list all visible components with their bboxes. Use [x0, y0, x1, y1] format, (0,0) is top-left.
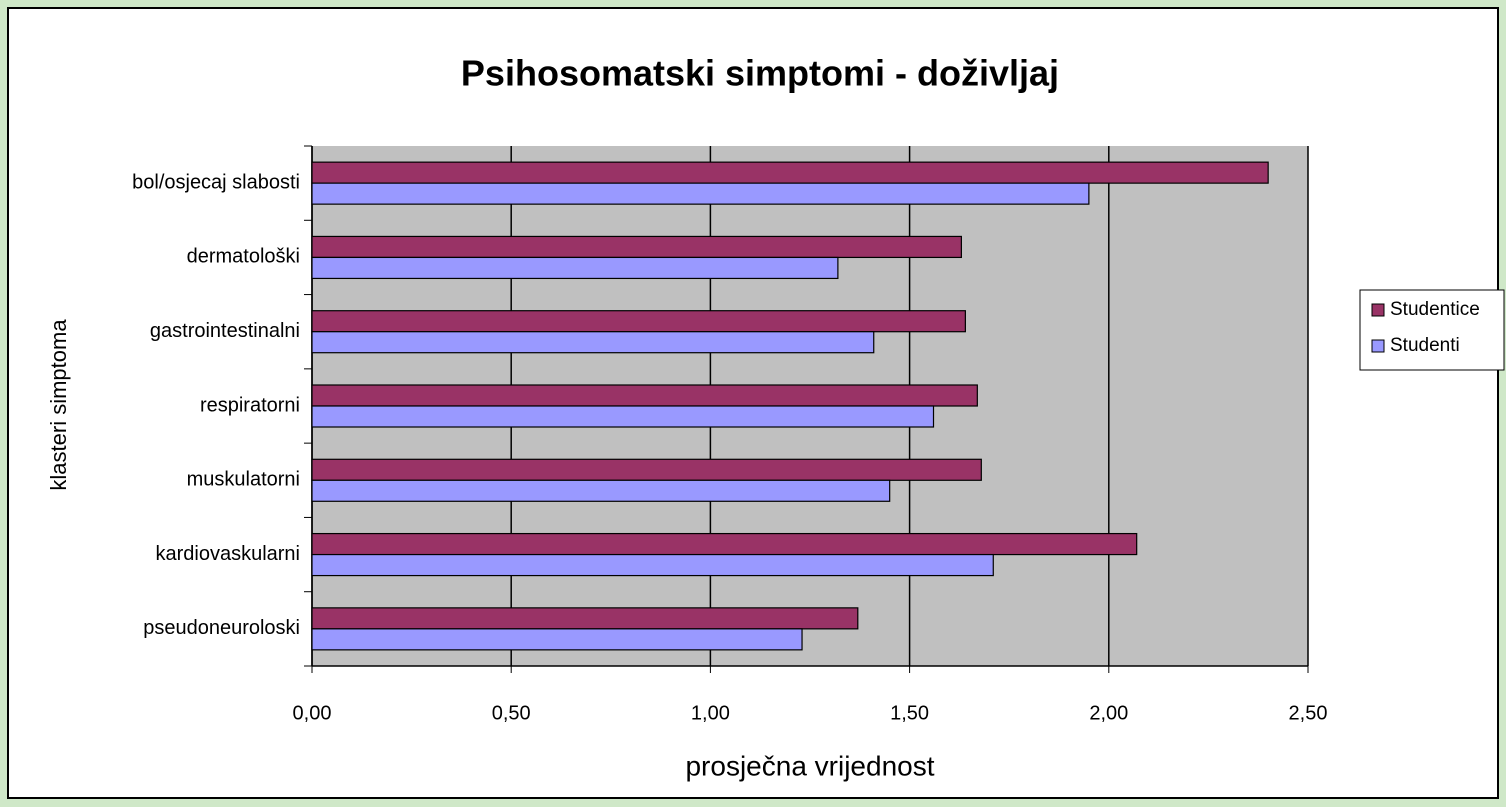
x-tick-label: 1,00 [691, 702, 730, 724]
bar [311, 310, 966, 333]
bar [311, 628, 803, 651]
y-tick-label: respiratorni [200, 394, 300, 416]
x-axis-title: prosječna vrijednost [685, 750, 934, 781]
bar [311, 182, 1090, 205]
y-tick-label: dermatološki [187, 246, 300, 268]
y-tick-label: muskulatorni [187, 469, 300, 491]
legend-label: Studenti [1390, 335, 1460, 356]
bar [311, 331, 875, 354]
bar [311, 479, 891, 502]
y-tick-label: kardiovaskularni [155, 543, 300, 565]
x-tick-label: 0,50 [492, 702, 531, 724]
legend-swatch [1371, 303, 1385, 317]
legend-swatch [1371, 339, 1385, 353]
bar [311, 256, 839, 280]
bar [311, 532, 1138, 556]
y-tick-label: gastrointestinalni [150, 320, 300, 342]
x-tick-label: 2,00 [1089, 702, 1128, 724]
bar [311, 405, 935, 428]
y-axis-title: klasteri simptoma [46, 319, 71, 491]
bar [311, 458, 982, 481]
y-tick-label: pseudoneuroloski [143, 617, 300, 639]
legend-label: Studentice [1390, 299, 1480, 320]
chart-title: Psihosomatski simptomi - doživljaj [461, 53, 1059, 94]
bar [311, 161, 1269, 184]
legend [1359, 289, 1505, 371]
bar [311, 235, 962, 259]
bar [311, 384, 978, 407]
x-tick-label: 1,50 [890, 702, 929, 724]
bar [311, 607, 859, 630]
y-tick-label: bol/osjecaj slabosti [132, 171, 300, 193]
x-tick-label: 2,50 [1289, 702, 1328, 724]
bar [311, 553, 994, 577]
x-tick-label: 0,00 [293, 702, 332, 724]
